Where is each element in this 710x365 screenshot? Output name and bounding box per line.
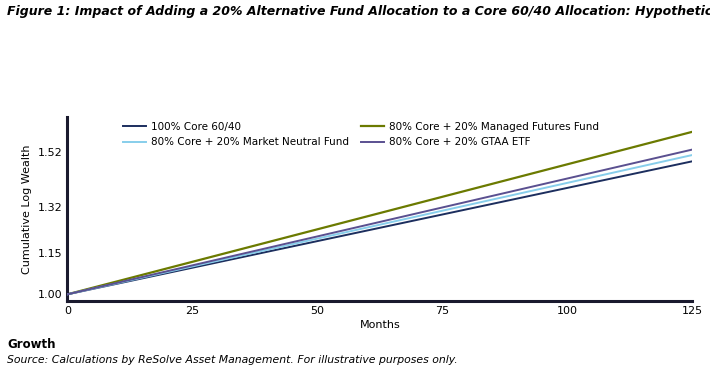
Text: Source: Calculations by ReSolve Asset Management. For illustrative purposes only: Source: Calculations by ReSolve Asset Ma… [7,355,458,365]
Text: Figure 1: Impact of Adding a 20% Alternative Fund Allocation to a Core 60/40 All: Figure 1: Impact of Adding a 20% Alterna… [7,5,710,19]
X-axis label: Months: Months [359,320,400,330]
Y-axis label: Cumulative Log Wealth: Cumulative Log Wealth [22,144,32,274]
Text: Growth: Growth [7,338,55,351]
Legend: 100% Core 60/40, 80% Core + 20% Market Neutral Fund, 80% Core + 20% Managed Futu: 100% Core 60/40, 80% Core + 20% Market N… [123,122,599,147]
